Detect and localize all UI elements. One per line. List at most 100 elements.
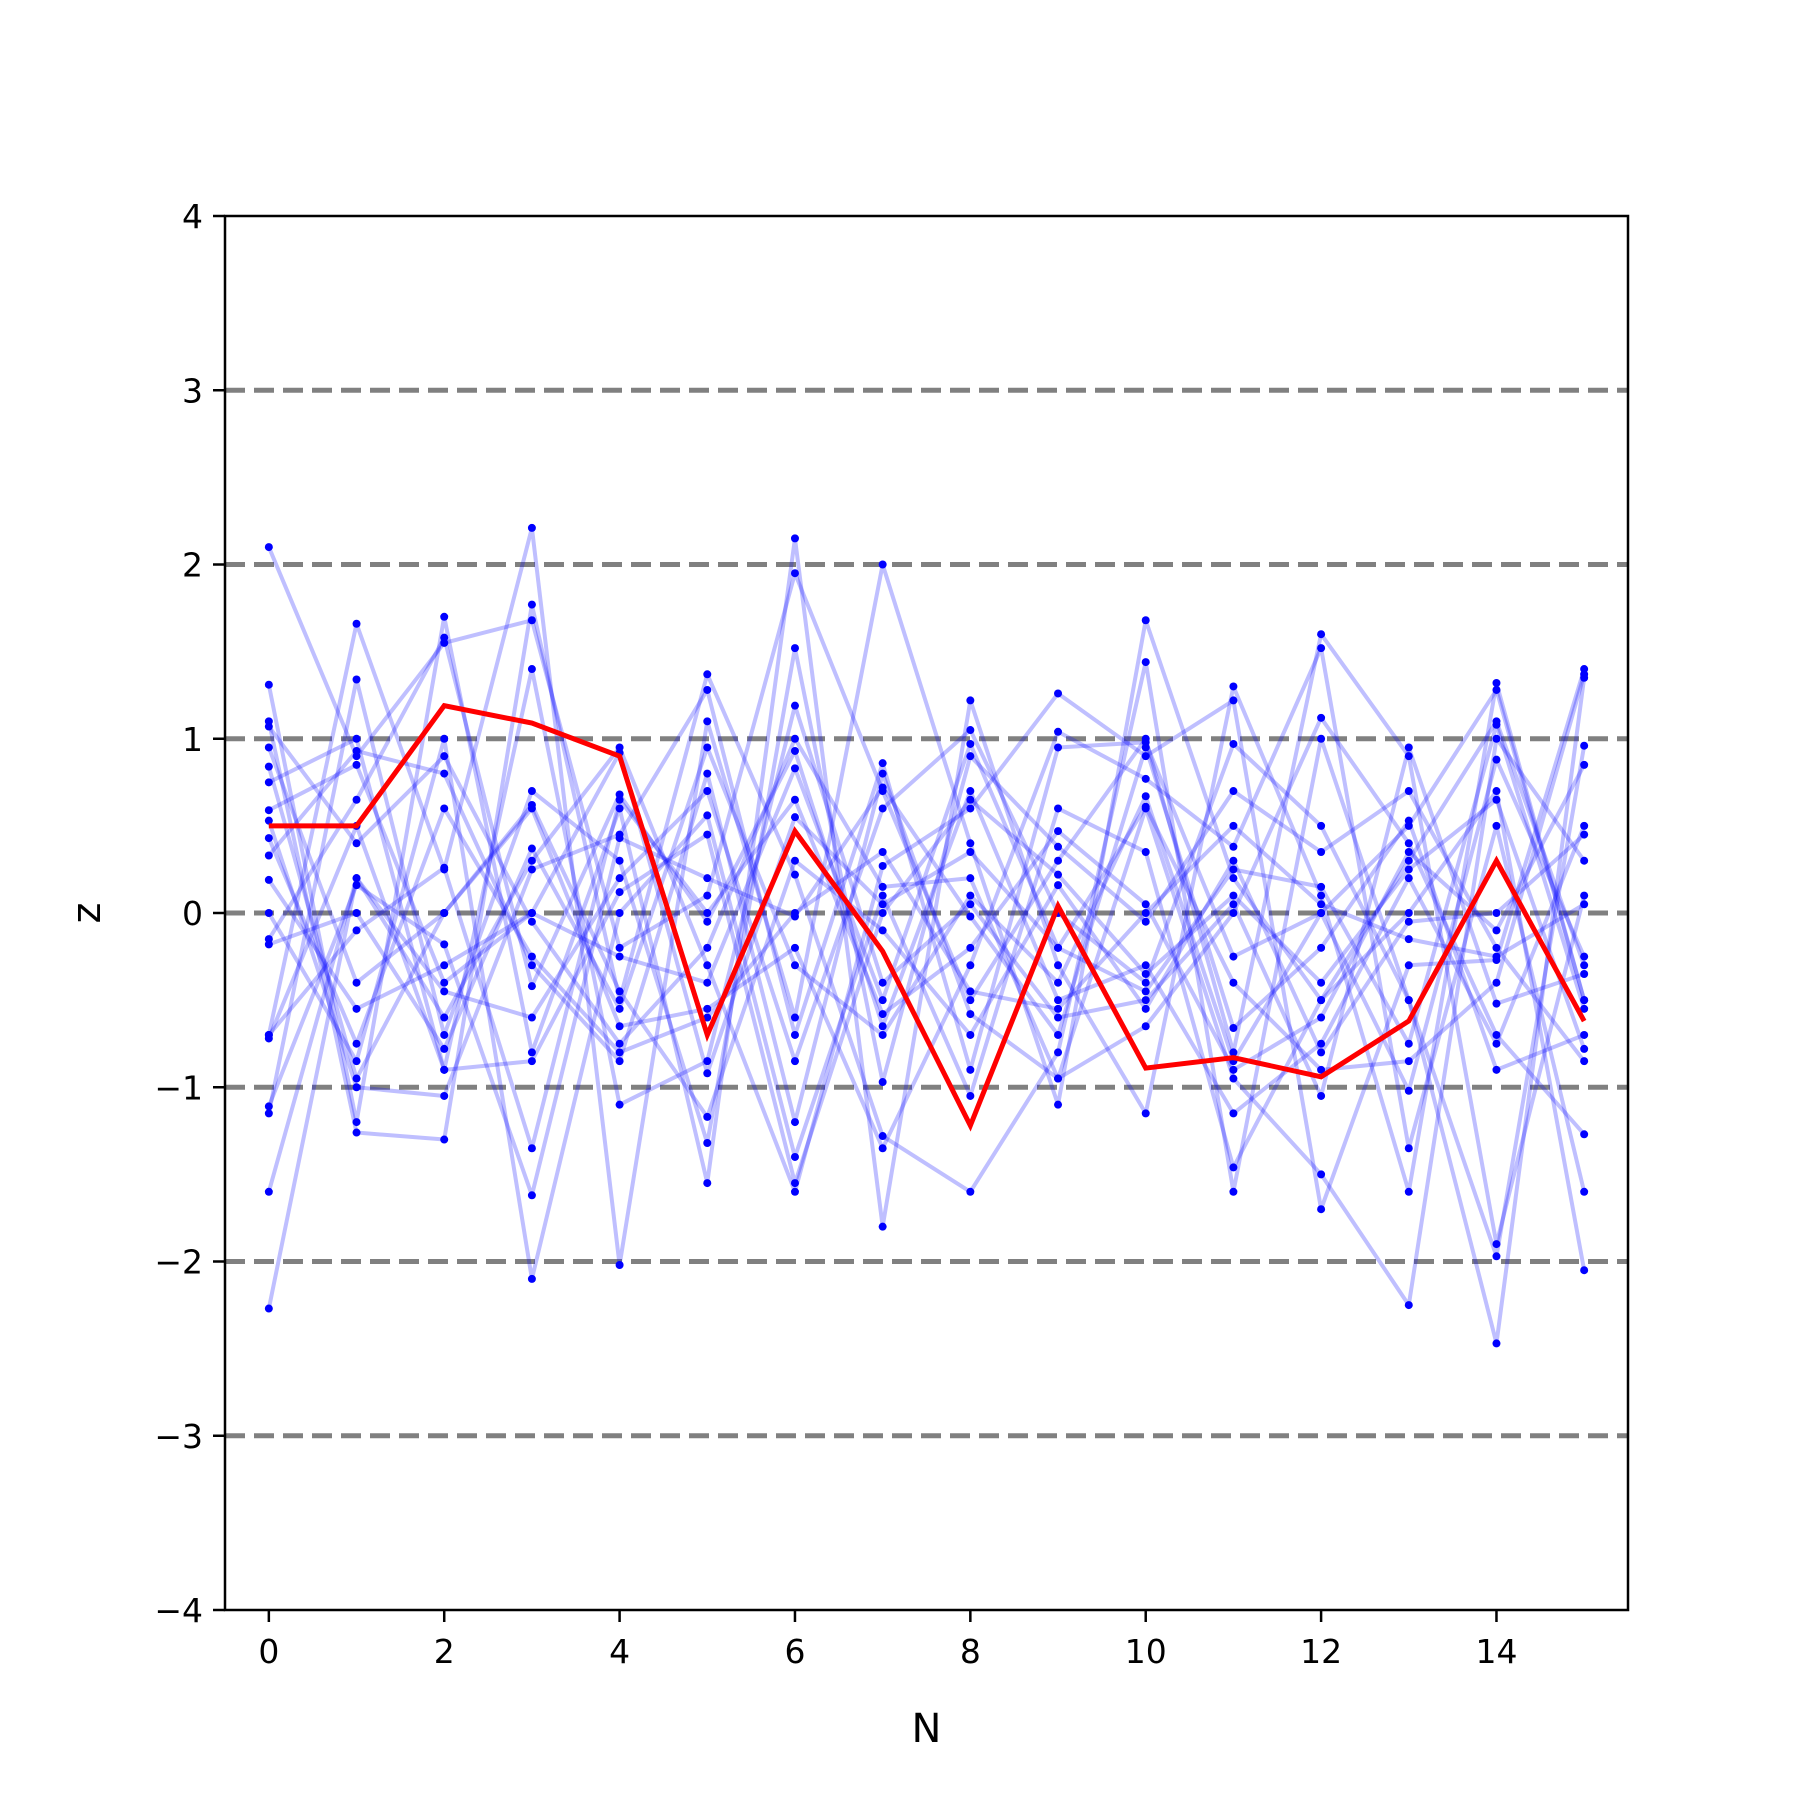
sample-point-3-5 [703,1179,712,1188]
x-tick-label-12: 12 [1300,1632,1342,1671]
sample-point-10-7 [878,804,887,813]
sample-point-22-11 [1229,978,1238,987]
sample-point-11-0 [264,743,273,752]
sample-point-18-9 [1054,881,1063,890]
sample-point-7-13 [1404,787,1413,796]
sample-point-18-6 [790,856,799,865]
sample-point-18-11 [1229,856,1238,865]
sample-point-4-0 [264,1304,273,1313]
sample-point-15-3 [527,1144,536,1153]
sample-point-1-12 [1317,630,1326,639]
sample-point-18-3 [527,800,536,809]
sample-point-19-12 [1317,909,1326,917]
sample-point-4-11 [1229,696,1238,705]
sample-point-14-0 [264,722,273,731]
x-tick-label-6: 6 [784,1632,805,1671]
sample-point-1-0 [264,543,273,552]
sample-point-3-7 [878,1222,887,1231]
sample-point-13-13 [1404,1086,1413,1095]
sample-point-19-7 [878,1030,887,1039]
mean-series [268,702,1587,1132]
sample-point-16-10 [1141,987,1150,996]
sample-point-9-1 [352,734,361,743]
sample-point-16-15 [1580,1004,1589,1013]
sample-point-17-10 [1141,743,1150,752]
sample-point-2-11 [1229,874,1238,883]
sample-point-7-14 [1492,943,1501,952]
sample-point-8-3 [527,1274,536,1283]
sample-point-5-9 [1054,1048,1063,1057]
sample-point-3-11 [1229,682,1238,691]
sample-point-5-8 [966,1187,975,1196]
sample-point-21-6 [790,1179,799,1188]
sample-point-10-10 [1141,978,1150,987]
sample-point-16-6 [790,813,799,822]
sample-line-9 [267,667,1585,1107]
sample-point-20-15 [1580,900,1589,909]
sample-point-14-4 [615,1039,624,1048]
sample-point-22-10 [1141,802,1150,811]
sample-point-10-14 [1492,1252,1501,1261]
y-tick-label--2: −2 [154,1243,203,1282]
sample-point-9-4 [615,1100,624,1109]
sample-point-2-5 [703,717,712,726]
sample-point-22-13 [1404,1057,1413,1066]
sample-point-11-15 [1580,1187,1589,1196]
sample-point-12-14 [1492,1039,1501,1048]
sample-point-1-13 [1404,752,1413,761]
sample-line-22 [267,673,1587,1072]
sample-point-9-15 [1580,969,1589,978]
sample-point-21-13 [1404,865,1413,874]
sample-point-19-13 [1404,821,1413,830]
sample-point-8-1 [352,1057,361,1066]
y-tick-label--1: −1 [154,1068,203,1107]
sample-point-5-3 [527,600,536,609]
sample-point-22-9 [1054,943,1063,952]
sample-point-8-8 [966,1091,975,1100]
sample-point-8-14 [1492,787,1501,796]
sample-point-17-8 [966,912,975,921]
sample-point-3-1 [352,1118,361,1127]
sample-point-17-2 [440,940,449,949]
sample-point-21-4 [615,888,624,897]
sample-point-13-15 [1580,952,1589,961]
sample-point-19-4 [615,1004,624,1013]
sample-point-16-1 [352,1004,361,1013]
x-tick-label-14: 14 [1475,1632,1517,1671]
sample-point-9-14 [1492,999,1501,1008]
sample-point-7-2 [440,1030,449,1039]
sample-point-18-7 [878,926,887,935]
sample-point-14-2 [440,752,449,761]
sample-point-22-8 [966,739,975,748]
sample-point-16-11 [1229,865,1238,874]
sample-point-12-13 [1404,874,1413,883]
sample-point-16-7 [878,900,887,909]
sample-point-5-4 [615,996,624,1005]
sample-point-5-5 [703,670,712,679]
sample-line-3 [266,536,1587,1229]
sample-point-11-12 [1317,644,1326,653]
sample-point-3-2 [440,612,449,621]
x-axis-label: N [912,1706,942,1752]
sample-line-4 [266,668,1587,1309]
sample-point-9-6 [790,701,799,710]
sample-point-18-8 [966,1030,975,1039]
sample-point-4-12 [1317,1205,1326,1214]
sample-point-17-12 [1317,943,1326,952]
sample-point-15-2 [440,863,449,872]
sample-point-13-3 [527,865,536,874]
sample-point-21-8 [966,795,975,804]
sample-point-14-12 [1317,713,1326,722]
sample-point-7-1 [352,675,361,684]
sample-point-21-12 [1317,978,1326,987]
sample-point-15-15 [1580,760,1589,769]
sample-point-11-7 [878,1144,887,1153]
sample-line-1 [266,546,1587,1247]
sample-point-10-4 [615,874,624,883]
sample-point-6-11 [1229,1074,1238,1083]
sample-point-19-2 [440,1044,449,1053]
sample-line-10 [266,728,1587,1259]
sample-point-4-3 [527,856,536,865]
sample-point-8-11 [1229,1163,1238,1172]
sample-point-12-9 [1054,996,1063,1005]
